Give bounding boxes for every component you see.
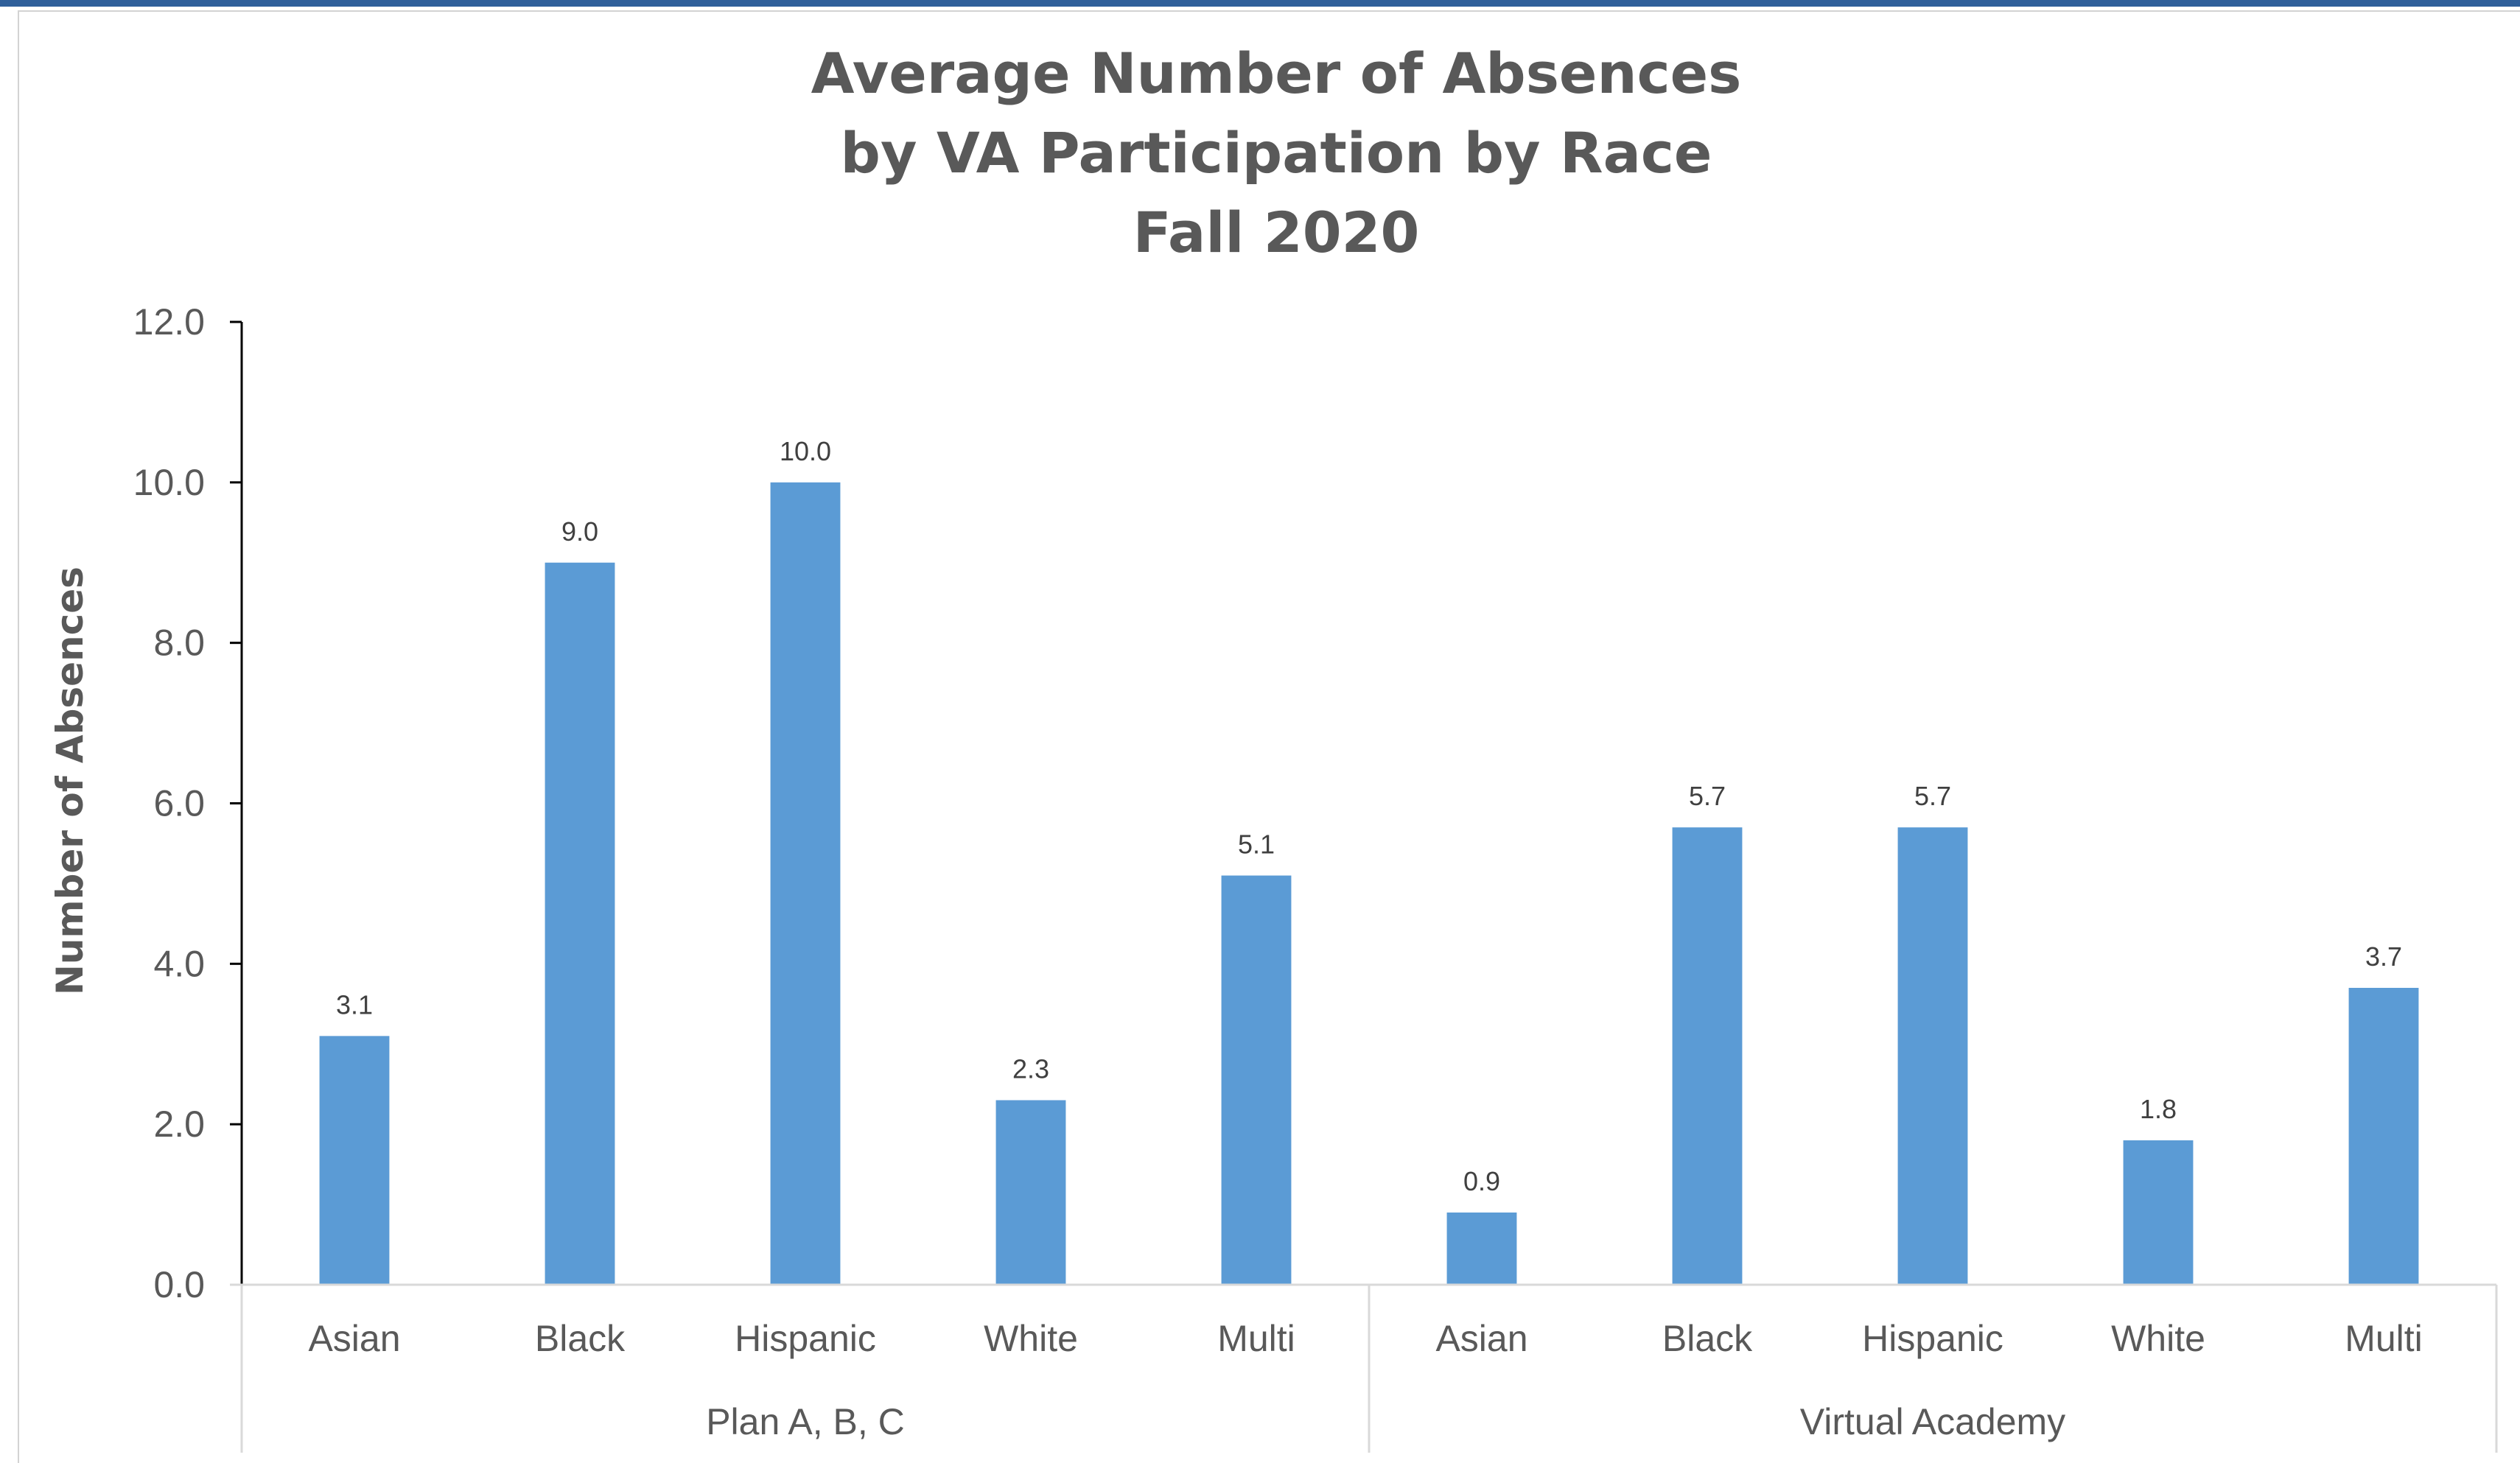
bar <box>319 1036 390 1285</box>
axes <box>230 322 2498 1453</box>
category-label: White <box>2111 1318 2205 1359</box>
x-axis-labels: Asian Black Hispanic White Multi Plan A, B, C… <box>308 1318 2422 1442</box>
bar <box>2123 1140 2194 1285</box>
data-label: 5.7 <box>1689 781 1726 811</box>
group-label: Virtual Academy <box>1800 1401 2065 1442</box>
y-tick-label: 2.0 <box>153 1104 205 1145</box>
y-tick-label: 0.0 <box>153 1264 205 1305</box>
y-axis-label: Number of Absences <box>49 566 91 995</box>
data-label: 2.3 <box>1012 1053 1049 1084</box>
chart-title-line-2: by VA Participation by Race <box>841 120 1712 186</box>
data-label: 3.1 <box>336 989 373 1020</box>
top-rule <box>0 0 2520 7</box>
category-label: Hispanic <box>735 1318 876 1359</box>
bars <box>319 482 2419 1285</box>
data-labels: 3.1 9.0 10.0 2.3 5.1 0.9 5.7 5.7 1.8 3.7 <box>336 436 2402 1196</box>
category-label: Asian <box>1435 1318 1527 1359</box>
category-label: Black <box>535 1318 626 1359</box>
bar <box>1221 875 1292 1285</box>
chart-title-line-3: Fall 2020 <box>1133 200 1420 265</box>
category-label: Multi <box>2345 1318 2423 1359</box>
data-label: 1.8 <box>2140 1094 2177 1124</box>
y-axis-ticks: 0.0 2.0 4.0 6.0 8.0 10.0 12.0 <box>133 301 242 1305</box>
data-label: 9.0 <box>561 516 598 547</box>
bar <box>1672 827 1743 1285</box>
group-label: Plan A, B, C <box>706 1401 905 1442</box>
bar <box>545 562 615 1285</box>
chart-frame <box>18 10 2520 1463</box>
data-label: 5.1 <box>1238 829 1275 860</box>
data-label: 5.7 <box>1914 781 1951 811</box>
y-tick-label: 8.0 <box>153 622 205 664</box>
bar <box>770 482 841 1285</box>
category-label: White <box>984 1318 1078 1359</box>
bar <box>1446 1212 1517 1285</box>
category-label: Hispanic <box>1862 1318 2003 1359</box>
y-tick-label: 10.0 <box>133 462 205 503</box>
bar <box>2348 988 2419 1285</box>
chart-title: Average Number of Absences by VA Partici… <box>811 41 1742 265</box>
category-label: Asian <box>308 1318 400 1359</box>
y-tick-label: 6.0 <box>153 783 205 824</box>
bar <box>1897 827 1968 1285</box>
chart-title-line-1: Average Number of Absences <box>811 41 1742 106</box>
category-label: Black <box>1662 1318 1753 1359</box>
y-tick-label: 12.0 <box>133 301 205 343</box>
data-label: 0.9 <box>1463 1166 1500 1196</box>
y-tick-label: 4.0 <box>153 943 205 984</box>
data-label: 3.7 <box>2365 941 2402 972</box>
category-label: Multi <box>1217 1318 1295 1359</box>
bar <box>995 1100 1066 1285</box>
data-label: 10.0 <box>780 436 831 466</box>
